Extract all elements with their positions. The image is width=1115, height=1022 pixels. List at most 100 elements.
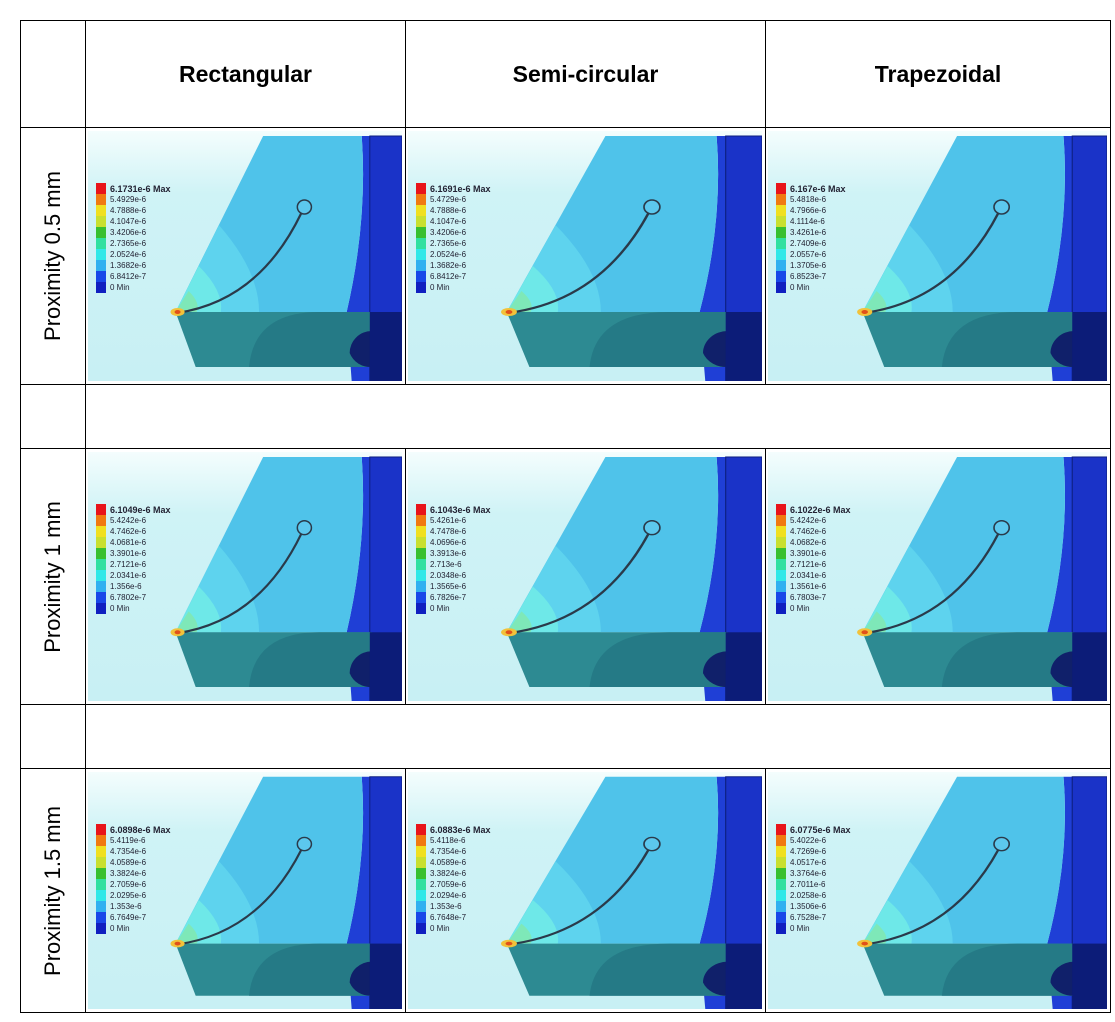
legend-swatch (416, 901, 426, 912)
legend-swatch (776, 879, 786, 890)
legend-row: 6.7649e-7 (96, 912, 171, 923)
legend-label: 2.0524e-6 (110, 250, 147, 259)
legend-row: 6.1049e-6 Max (96, 504, 171, 515)
legend-row: 6.8412e-7 (96, 271, 171, 282)
legend-swatch (776, 548, 786, 559)
legend-swatch (96, 592, 106, 603)
legend-row: 6.7528e-7 (776, 912, 851, 923)
legend-row: 6.8523e-7 (776, 271, 846, 282)
legend-label: 1.3682e-6 (430, 261, 467, 270)
legend-swatch (416, 249, 426, 260)
legend-label: 6.8523e-7 (790, 272, 827, 281)
legend-swatch (416, 835, 426, 846)
legend-row: 6.0898e-6 Max (96, 824, 171, 835)
legend: 6.1043e-6 Max 5.4261e-6 4.7478e-6 4.0696e-6… (416, 504, 491, 614)
legend-swatch (416, 603, 426, 614)
legend-row: 2.7409e-6 (776, 238, 846, 249)
legend-label: 6.7648e-7 (430, 913, 467, 922)
legend-row: 3.4261e-6 (776, 227, 846, 238)
legend-row: 6.1022e-6 Max (776, 504, 851, 515)
legend: 6.0775e-6 Max 5.4022e-6 4.7269e-6 4.0517e-6… (776, 824, 851, 934)
legend-label: 0 Min (430, 283, 450, 292)
legend-row: 5.4022e-6 (776, 835, 851, 846)
legend-swatch (96, 912, 106, 923)
legend-label: 6.167e-6 Max (790, 183, 846, 194)
legend-swatch (96, 216, 106, 227)
legend-swatch (776, 923, 786, 934)
legend-row: 2.7121e-6 (776, 559, 851, 570)
legend-row: 4.1047e-6 (96, 216, 171, 227)
legend-row: 2.7059e-6 (96, 879, 171, 890)
legend-row: 0 Min (776, 603, 851, 614)
legend-row: 1.356e-6 (96, 581, 171, 592)
legend-row: 3.3901e-6 (776, 548, 851, 559)
legend-swatch (416, 183, 426, 194)
legend: 6.0883e-6 Max 5.4118e-6 4.7354e-6 4.0589e-6… (416, 824, 491, 934)
legend-row: 1.3682e-6 (416, 260, 491, 271)
legend-row: 4.0589e-6 (96, 857, 171, 868)
legend-row: 2.0295e-6 (96, 890, 171, 901)
legend-row: 2.0258e-6 (776, 890, 851, 901)
legend-row: 5.4818e-6 (776, 194, 846, 205)
legend-row: 5.4929e-6 (96, 194, 171, 205)
legend-label: 4.7966e-6 (790, 206, 827, 215)
legend-label: 4.0682e-6 (790, 538, 827, 547)
legend-label: 0 Min (430, 924, 450, 933)
legend-row: 4.1114e-6 (776, 216, 846, 227)
legend-row: 2.0341e-6 (96, 570, 171, 581)
simulation-image: 6.167e-6 Max 5.4818e-6 4.7966e-6 4.1114e-6 3… (768, 131, 1107, 381)
legend-label: 1.3705e-6 (790, 261, 827, 270)
legend-swatch (96, 559, 106, 570)
legend-row: 3.3901e-6 (96, 548, 171, 559)
legend-swatch (776, 824, 786, 835)
legend-label: 2.7059e-6 (430, 880, 467, 889)
legend-swatch (96, 271, 106, 282)
legend-row: 0 Min (416, 603, 491, 614)
image-cell: 6.1043e-6 Max 5.4261e-6 4.7478e-6 4.0696e-6… (405, 448, 766, 705)
legend-label: 4.7478e-6 (430, 527, 467, 536)
legend-row: 5.4242e-6 (96, 515, 171, 526)
legend-swatch (96, 901, 106, 912)
legend-row: 0 Min (416, 923, 491, 934)
corner-cell (20, 20, 86, 128)
legend-row: 4.0517e-6 (776, 857, 851, 868)
legend-swatch (776, 205, 786, 216)
legend-row: 5.4118e-6 (416, 835, 491, 846)
legend-label: 2.0258e-6 (790, 891, 827, 900)
legend-swatch (96, 504, 106, 515)
legend-label: 4.7888e-6 (430, 206, 467, 215)
legend-label: 4.1114e-6 (790, 217, 825, 226)
legend-swatch (776, 901, 786, 912)
legend-row: 4.0696e-6 (416, 537, 491, 548)
legend-label: 3.3824e-6 (110, 869, 147, 878)
legend-label: 1.3682e-6 (110, 261, 147, 270)
legend-row: 1.3506e-6 (776, 901, 851, 912)
legend-swatch (776, 912, 786, 923)
row-label-cell: Proximity 0.5 mm (20, 127, 86, 385)
legend-row: 4.1047e-6 (416, 216, 491, 227)
legend-swatch (416, 260, 426, 271)
legend-swatch (96, 249, 106, 260)
legend-label: 2.7365e-6 (430, 239, 467, 248)
legend-label: 6.7826e-7 (430, 593, 467, 602)
legend-label: 2.0294e-6 (430, 891, 467, 900)
image-cell: 6.0775e-6 Max 5.4022e-6 4.7269e-6 4.0517e-6… (765, 768, 1111, 1013)
legend-swatch (96, 846, 106, 857)
legend-swatch (416, 857, 426, 868)
legend-label: 6.8412e-7 (430, 272, 467, 281)
header-text: Semi-circular (512, 60, 659, 87)
legend-row: 6.7802e-7 (96, 592, 171, 603)
legend-swatch (776, 282, 786, 293)
legend-label: 6.7528e-7 (790, 913, 827, 922)
legend-label: 3.3764e-6 (790, 869, 827, 878)
legend-swatch (776, 526, 786, 537)
legend-swatch (776, 504, 786, 515)
legend-label: 4.7269e-6 (790, 847, 827, 856)
legend-swatch (776, 835, 786, 846)
legend-row: 2.713e-6 (416, 559, 491, 570)
legend-row: 2.0524e-6 (416, 249, 491, 260)
legend-swatch (416, 570, 426, 581)
legend-swatch (776, 592, 786, 603)
legend-swatch (96, 227, 106, 238)
row-label: Proximity 1.5 mm (40, 805, 66, 976)
